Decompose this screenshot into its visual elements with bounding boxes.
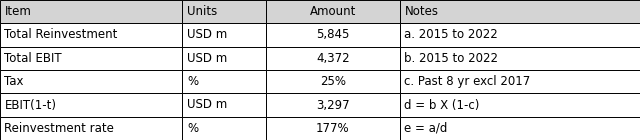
Text: 3,297: 3,297	[316, 99, 349, 111]
Text: Total EBIT: Total EBIT	[4, 52, 62, 65]
Bar	[400, 93, 640, 117]
Bar	[182, 47, 266, 70]
Text: Tax: Tax	[4, 75, 24, 88]
Bar	[266, 23, 400, 47]
Bar	[266, 70, 400, 93]
Bar	[400, 0, 640, 23]
Text: a. 2015 to 2022: a. 2015 to 2022	[404, 29, 498, 41]
Bar	[400, 23, 640, 47]
Bar	[400, 47, 640, 70]
Text: Reinvestment rate: Reinvestment rate	[4, 122, 115, 135]
Text: d = b X (1-c): d = b X (1-c)	[404, 99, 480, 111]
Bar	[266, 47, 400, 70]
Text: b. 2015 to 2022: b. 2015 to 2022	[404, 52, 499, 65]
Text: 4,372: 4,372	[316, 52, 349, 65]
Bar	[266, 0, 400, 23]
Bar	[0, 93, 182, 117]
Bar	[266, 117, 400, 140]
Text: 25%: 25%	[320, 75, 346, 88]
Text: %: %	[187, 122, 198, 135]
Text: e = a/d: e = a/d	[404, 122, 448, 135]
Text: Units: Units	[187, 5, 217, 18]
Bar	[182, 70, 266, 93]
Text: Item: Item	[4, 5, 31, 18]
Text: USD m: USD m	[187, 52, 227, 65]
Text: Total Reinvestment: Total Reinvestment	[4, 29, 118, 41]
Bar	[0, 0, 182, 23]
Bar	[182, 93, 266, 117]
Bar	[0, 23, 182, 47]
Bar	[0, 117, 182, 140]
Bar	[182, 117, 266, 140]
Bar	[182, 23, 266, 47]
Bar	[0, 70, 182, 93]
Text: USD m: USD m	[187, 29, 227, 41]
Bar	[400, 117, 640, 140]
Text: Notes: Notes	[404, 5, 438, 18]
Text: EBIT(1-t): EBIT(1-t)	[4, 99, 56, 111]
Text: %: %	[187, 75, 198, 88]
Bar	[266, 93, 400, 117]
Text: 177%: 177%	[316, 122, 349, 135]
Text: 5,845: 5,845	[316, 29, 349, 41]
Bar	[400, 70, 640, 93]
Text: c. Past 8 yr excl 2017: c. Past 8 yr excl 2017	[404, 75, 531, 88]
Bar	[182, 0, 266, 23]
Text: USD m: USD m	[187, 99, 227, 111]
Bar	[0, 47, 182, 70]
Text: Amount: Amount	[310, 5, 356, 18]
